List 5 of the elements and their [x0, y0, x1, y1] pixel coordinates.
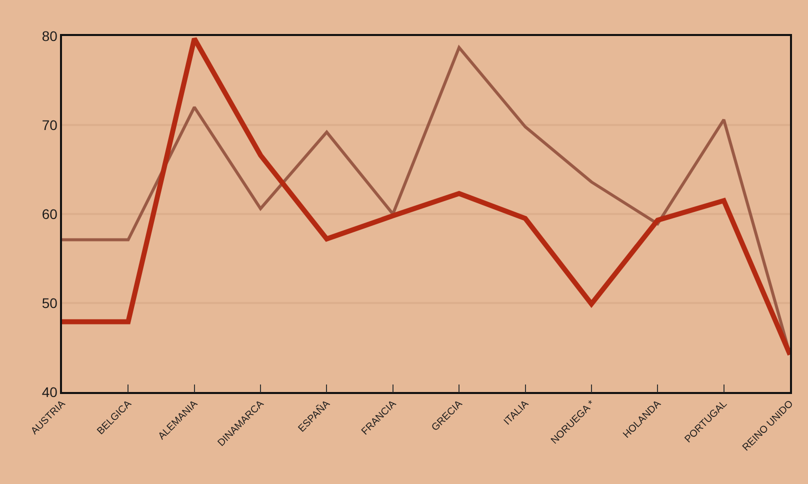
y-tick-label: 80 [42, 28, 58, 44]
y-tick-label: 40 [42, 384, 58, 400]
y-tick-label: 50 [42, 294, 58, 311]
y-tick-label: 70 [42, 116, 58, 133]
y-tick-label: 60 [42, 206, 58, 222]
